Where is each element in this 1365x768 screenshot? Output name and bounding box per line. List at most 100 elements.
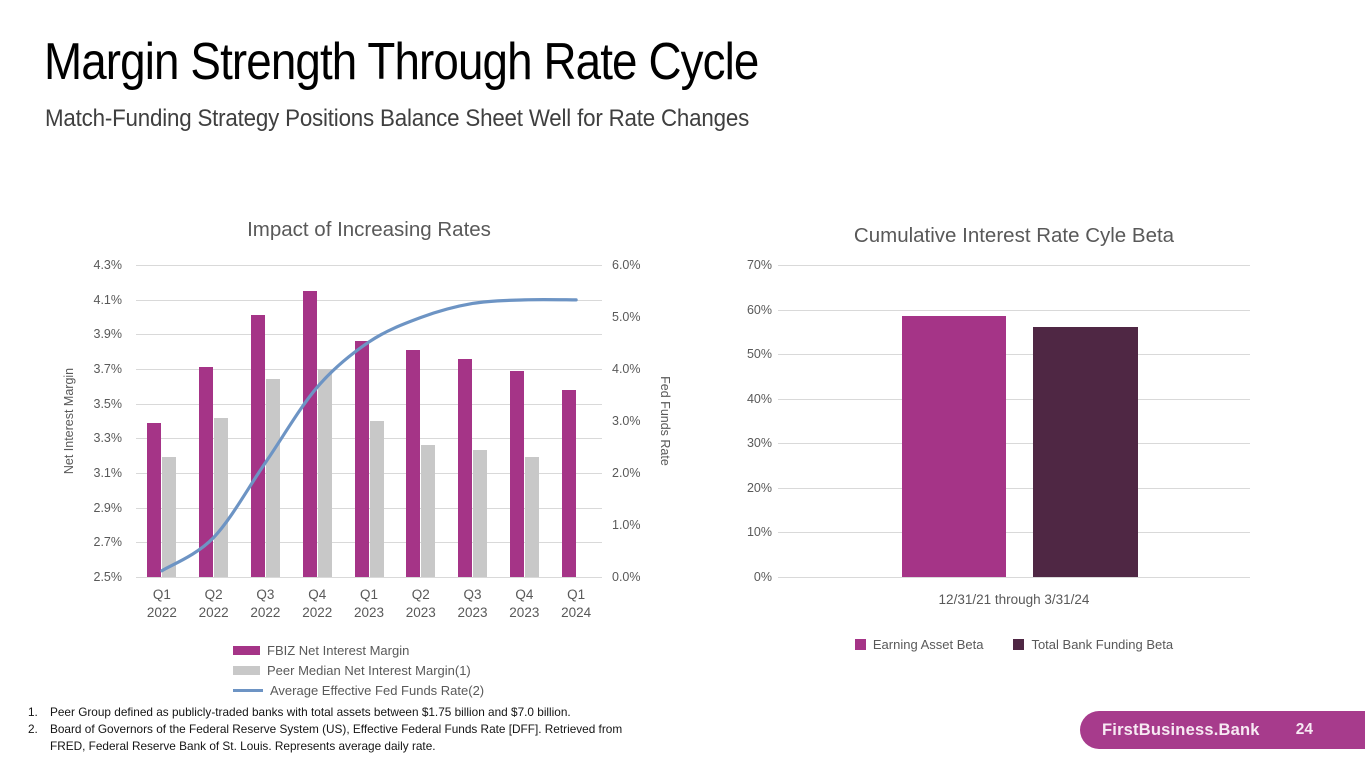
page-subtitle: Match-Funding Strategy Positions Balance… [45,105,750,132]
right-axis-tick: 2.0% [612,466,641,480]
right-axis-tick: 1.0% [612,518,641,532]
gridline [136,473,602,474]
left-axis-tick: 4.1% [93,292,123,307]
left-axis-tick: 4.3% [93,258,123,272]
gridline [136,299,602,301]
legend-label: FBIZ Net Interest Margin [267,642,410,658]
legend-swatch-fbiz-nim-icon [233,645,260,655]
left-axis-tick: 3.5% [93,396,123,411]
gridline [136,542,602,544]
y-axis-tick: 60% [746,302,772,317]
y-axis-tick: 40% [746,391,772,406]
footnote-1: 1. Peer Group defined as publicly-traded… [28,704,642,721]
x-axis-label: 12/31/21 through 3/31/24 [938,592,1090,607]
bar-fbiz-net-interest-margin [406,349,421,577]
right-axis-tick: 5.0% [612,310,641,324]
fed-funds-rate-line [160,297,578,573]
legend-label: Peer Median Net Interest Margin(1) [267,662,471,678]
bar-peer-median-net-interest-margin [421,445,436,577]
bar-fbiz-net-interest-margin [561,389,576,577]
right-axis-tick: 0.0% [612,570,641,584]
bar-fbiz-net-interest-margin [302,291,317,577]
legend-label: Average Effective Fed Funds Rate(2) [270,682,485,698]
bar-peer-median-net-interest-margin [524,457,539,577]
x-axis-tick: Q4 2023 [509,587,540,620]
x-axis-tick: Q3 2022 [250,587,281,620]
legend-swatch-total-bank-funding-beta-icon [1013,639,1025,650]
gridline [778,309,1250,311]
y-axis-tick: 20% [746,480,772,495]
x-axis-tick: Q1 2024 [561,587,592,620]
page-title: Margin Strength Through Rate Cycle [44,33,759,91]
y-axis-tick: 10% [746,525,772,540]
y-axis-tick: 50% [746,347,772,362]
left-axis-tick: 3.9% [93,327,123,342]
right-chart-plot-area [778,265,1250,578]
x-axis-tick: Q1 2023 [353,587,385,620]
gridline [136,577,602,578]
gridline [778,265,1250,266]
left-axis-tick: 2.5% [93,570,123,584]
gridline [136,438,602,440]
right-axis-tick: 3.0% [612,414,641,428]
gridline [136,265,602,266]
gridline [778,354,1250,356]
footnote-number: 1. [28,705,38,719]
gridline [778,487,1250,489]
y-axis-tick: 70% [746,258,772,272]
right-chart-legend: Earning Asset Beta Total Bank Funding Be… [778,637,1250,652]
gridline [136,507,602,509]
gridline [136,403,602,405]
legend-item: Earning Asset Beta [854,637,983,652]
legend-item: Total Bank Funding Beta [1013,637,1173,652]
left-axis-tick: 3.7% [93,362,123,376]
legend-swatch-earning-asset-beta-icon [854,639,866,650]
left-chart-plot-area [136,265,602,578]
bar-fbiz-net-interest-margin [509,370,524,577]
y-axis-tick: 30% [746,436,772,451]
bar-peer-median-net-interest-margin [265,379,280,577]
footnote-text: Peer Group defined as publicly-traded ba… [50,705,571,719]
legend-item: FBIZ Net Interest Margin [233,642,484,658]
footnote-number: 2. [28,721,38,736]
gridline [778,398,1250,400]
chart-title: Cumulative Interest Rate Cyle Beta [853,224,1175,247]
bar-peer-median-net-interest-margin [162,457,177,577]
legend-label: Total Bank Funding Beta [1031,637,1174,652]
right-axis-tick: 4.0% [612,362,641,376]
left-chart-legend: FBIZ Net Interest Margin Peer Median Net… [233,642,484,698]
right-axis-tick: 6.0% [612,258,641,272]
bar-peer-median-net-interest-margin [214,417,229,577]
brand-logo: FirstBusiness.Bank [1102,720,1260,739]
gridline [778,443,1250,445]
gridline [778,532,1250,534]
left-axis-tick: 3.3% [93,431,123,446]
bar-fbiz-net-interest-margin [250,315,265,577]
left-axis-title: Net Interest Margin [62,367,76,475]
y-axis-tick: 0% [753,570,772,584]
left-axis-tick: 2.9% [93,500,123,515]
left-axis-tick: 2.7% [93,535,123,550]
x-axis-tick: Q4 2022 [302,587,333,620]
chart-title: Impact of Increasing Rates [247,218,491,241]
bar-earning-asset-beta [902,316,1006,577]
bar-peer-median-net-interest-margin [369,421,384,577]
legend-item: Peer Median Net Interest Margin(1) [233,662,484,678]
x-axis-tick: Q2 2022 [198,587,229,620]
x-axis-tick: Q3 2023 [457,587,488,620]
legend-swatch-peer-nim-icon [233,665,260,675]
x-axis-tick: Q1 2022 [146,587,177,620]
left-axis-tick: 3.1% [93,466,123,480]
footnote-text: Board of Governors of the Federal Reserv… [50,721,623,753]
gridline [136,369,602,370]
chart-cumulative-interest-rate-beta: Cumulative Interest Rate Cyle Beta 70% 60… [720,210,1365,680]
footnotes: 1. Peer Group defined as publicly-traded… [28,704,642,755]
bar-fbiz-net-interest-margin [458,358,473,577]
bar-fbiz-net-interest-margin [199,367,214,577]
chart-impact-of-increasing-rates: Impact of Increasing Rates Net Interest … [40,210,712,710]
legend-swatch-fed-funds-line-icon [233,688,263,692]
bar-total-bank-funding-beta [1033,327,1138,577]
footnote-2: 2. Board of Governors of the Federal Res… [28,721,642,755]
x-axis-tick: Q2 2023 [405,587,436,620]
